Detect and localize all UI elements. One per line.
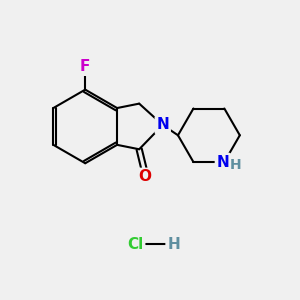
Text: F: F	[80, 59, 90, 74]
Text: N: N	[217, 154, 229, 169]
Text: H: H	[167, 237, 180, 252]
Text: Cl: Cl	[127, 237, 143, 252]
Text: H: H	[230, 158, 241, 172]
Text: N: N	[156, 118, 169, 133]
Text: O: O	[139, 169, 152, 184]
